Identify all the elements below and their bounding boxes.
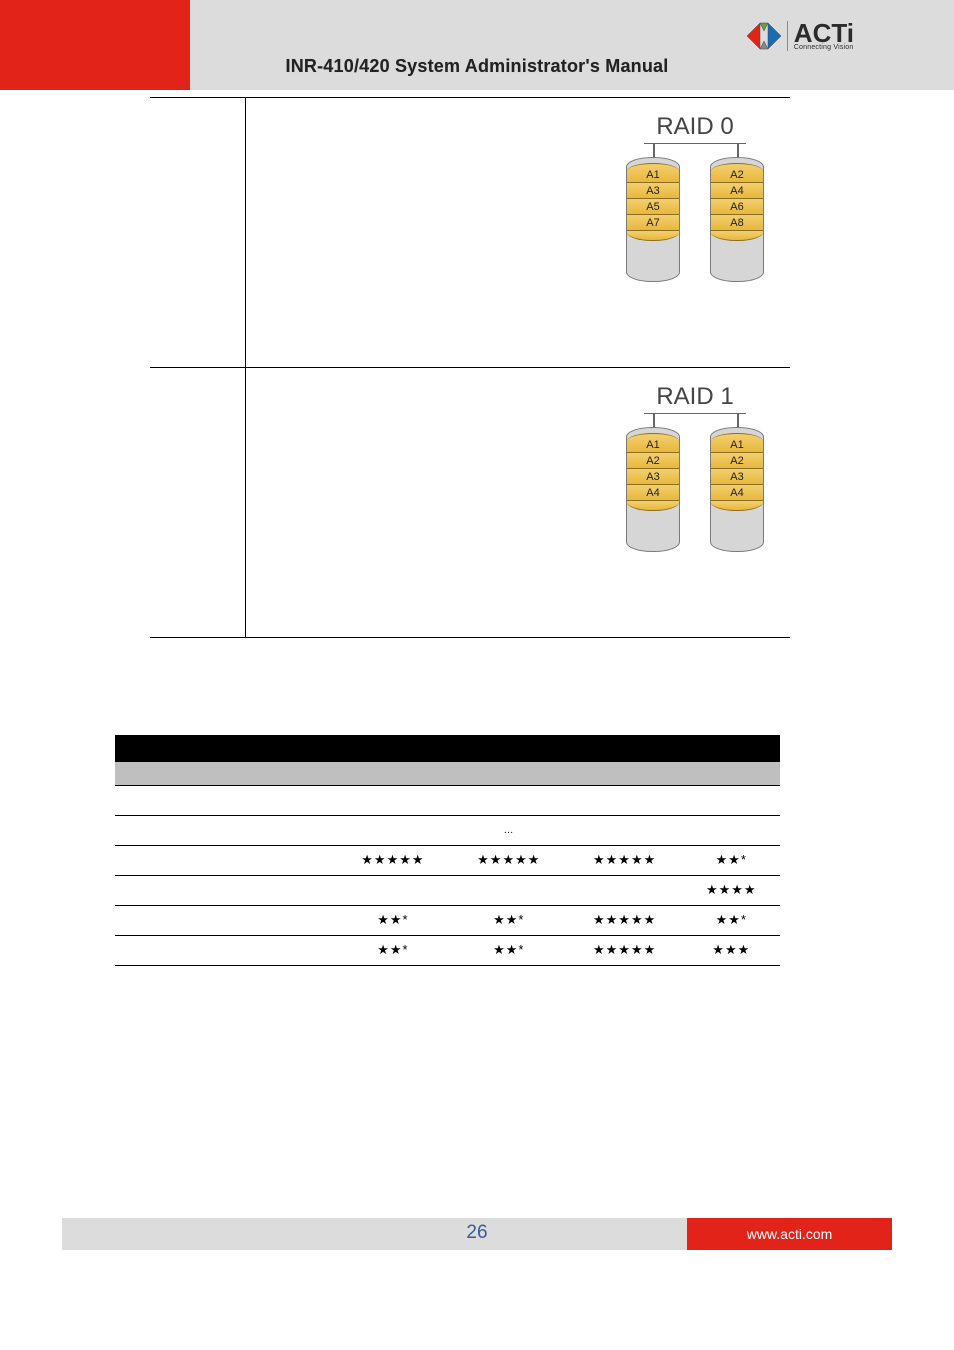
table-row: … — [115, 815, 780, 845]
logo-divider — [787, 21, 788, 51]
disk-column: A1A3A5A7 — [626, 147, 680, 282]
cmp-cell — [335, 815, 451, 845]
disk-segment: A8 — [711, 214, 763, 231]
cmp-cell — [567, 875, 683, 905]
disk-column: A2A4A6A8 — [710, 147, 764, 282]
disk-segment: A4 — [627, 484, 679, 501]
cmp-cell: ★★* — [683, 845, 780, 875]
raid-diagram: RAID 0 A1A3A5A7 A2A4A6A8 — [610, 113, 780, 282]
cmp-subheader-cell — [115, 761, 335, 785]
table-row: ★★★★★★★★★★★★★★★★★* — [115, 845, 780, 875]
brand-logo: ACTi Connecting Vision — [747, 20, 854, 51]
cmp-cell: ★★★★★ — [451, 845, 567, 875]
cmp-cell — [335, 785, 451, 815]
disk-column: A1A2A3A4 — [710, 417, 764, 552]
disk-segment: A1 — [627, 163, 679, 183]
raid-row-content: RAID 1A1A2A3A4A1A2A3A4 — [245, 368, 790, 638]
cmp-cell — [451, 875, 567, 905]
disk-segment: A3 — [711, 468, 763, 485]
disk-body: A1A2A3A4 — [710, 427, 764, 552]
disk-body: A2A4A6A8 — [710, 157, 764, 282]
table-row: ★★★★ — [115, 875, 780, 905]
logo-tagline: Connecting Vision — [794, 44, 854, 51]
cmp-cell — [567, 785, 683, 815]
cmp-cell — [451, 785, 567, 815]
cmp-cell — [683, 815, 780, 845]
disk-body: A1A3A5A7 — [626, 157, 680, 282]
cmp-header-cell — [451, 735, 567, 761]
disk-segment: A1 — [711, 433, 763, 453]
disk-segment: A5 — [627, 198, 679, 215]
cmp-header-cell — [335, 735, 451, 761]
cmp-cell: ★★★ — [683, 935, 780, 965]
cmp-cell: … — [451, 815, 567, 845]
footer-bar: 26 www.acti.com — [62, 1218, 892, 1250]
disk-segment: A2 — [627, 452, 679, 469]
disk-body: A1A2A3A4 — [626, 427, 680, 552]
page-title: INR-410/420 System Administrator's Manua… — [0, 56, 954, 77]
cmp-cell: ★★★★★ — [567, 845, 683, 875]
raid-row-label — [150, 98, 245, 368]
cmp-row-label — [115, 845, 335, 875]
cmp-header-cell — [567, 735, 683, 761]
disk-segment: A2 — [711, 452, 763, 469]
cmp-row-label — [115, 815, 335, 845]
cmp-cell — [335, 875, 451, 905]
disk-pair: A1A3A5A7 A2A4A6A8 — [610, 147, 780, 282]
cmp-subheader-cell — [451, 761, 567, 785]
cmp-row-label — [115, 785, 335, 815]
cmp-cell: ★★* — [335, 935, 451, 965]
cmp-cell — [567, 815, 683, 845]
disk-segment: A1 — [627, 433, 679, 453]
cmp-cell: ★★* — [683, 905, 780, 935]
disk-segment: A3 — [627, 468, 679, 485]
table-row — [115, 785, 780, 815]
raid-title: RAID 1 — [610, 383, 780, 411]
disk-segment: A4 — [711, 484, 763, 501]
logo-text-block: ACTi Connecting Vision — [794, 20, 854, 51]
table-row: ★★*★★*★★★★★★★* — [115, 905, 780, 935]
cmp-cell: ★★* — [451, 935, 567, 965]
cmp-header-cell — [115, 735, 335, 761]
comparison-table: …★★★★★★★★★★★★★★★★★*★★★★★★*★★*★★★★★★★*★★*… — [115, 735, 780, 966]
cmp-row-label — [115, 905, 335, 935]
logo-mark-icon — [747, 21, 781, 51]
table-row: ★★*★★*★★★★★★★★ — [115, 935, 780, 965]
raid-diagram: RAID 1A1A2A3A4A1A2A3A4 — [610, 383, 780, 552]
disk-pair: A1A2A3A4A1A2A3A4 — [610, 417, 780, 552]
cmp-cell: ★★★★★ — [567, 935, 683, 965]
cmp-cell: ★★★★★ — [335, 845, 451, 875]
raid-row-content: RAID 0 A1A3A5A7 A2A4A6A8 — [245, 98, 790, 368]
cmp-cell — [683, 785, 780, 815]
cmp-cell: ★★* — [335, 905, 451, 935]
disk-segment: A6 — [711, 198, 763, 215]
cmp-row-label — [115, 935, 335, 965]
raid-diagram-table: RAID 0A1A3A5A7A2A4A6A8RAID 1A1A2A3A4A1A2… — [150, 97, 790, 638]
cmp-cell: ★★* — [451, 905, 567, 935]
disk-segment: A4 — [711, 182, 763, 199]
disk-segment: A3 — [627, 182, 679, 199]
cmp-header-cell — [683, 735, 780, 761]
cmp-cell: ★★★★ — [683, 875, 780, 905]
raid-title: RAID 0 — [610, 113, 780, 141]
disk-column: A1A2A3A4 — [626, 417, 680, 552]
logo-wordmark: ACTi — [794, 20, 854, 46]
cmp-cell: ★★★★★ — [567, 905, 683, 935]
cmp-row-label — [115, 875, 335, 905]
footer-url: www.acti.com — [687, 1218, 892, 1250]
raid-row-label — [150, 368, 245, 638]
disk-segment: A7 — [627, 214, 679, 231]
cmp-subheader-cell — [683, 761, 780, 785]
disk-segment: A2 — [711, 163, 763, 183]
cmp-subheader-cell — [567, 761, 683, 785]
cmp-subheader-cell — [335, 761, 451, 785]
